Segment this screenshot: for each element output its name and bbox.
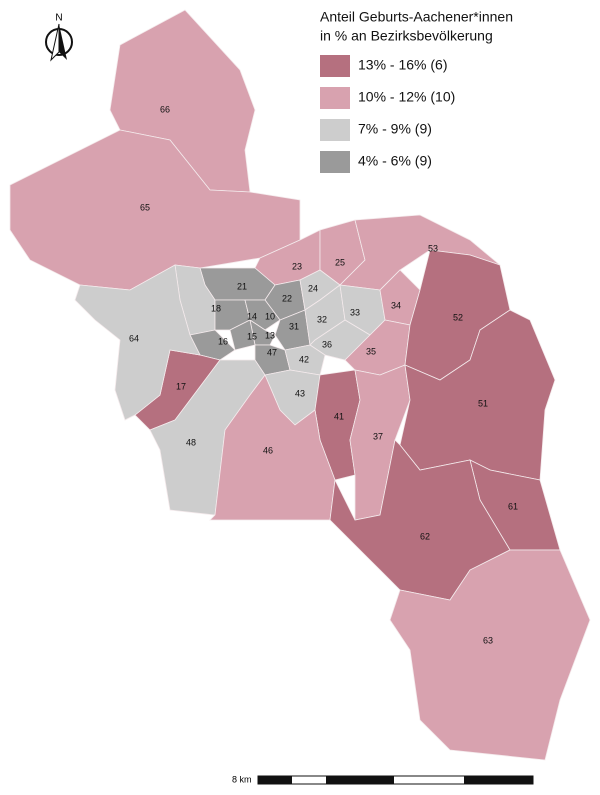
district-label: 16 (218, 336, 228, 346)
district-label: 61 (508, 501, 518, 511)
district-label: 46 (263, 445, 273, 455)
scale-segment (464, 776, 533, 784)
district-label: 47 (267, 347, 277, 357)
district-label: 66 (160, 104, 170, 114)
north-label: N (55, 13, 62, 24)
legend-title-line: Anteil Geburts-Aachener*innen (320, 9, 513, 25)
district-label: 18 (211, 303, 221, 313)
district-label: 37 (373, 431, 383, 441)
district-label: 52 (453, 312, 463, 322)
legend-title-line: in % an Bezirksbevölkerung (320, 28, 493, 44)
district-label: 34 (391, 300, 401, 310)
district-label: 32 (317, 314, 327, 324)
legend-label: 13% - 16% (6) (358, 57, 447, 73)
district-label: 23 (292, 261, 302, 271)
district-label: 24 (308, 283, 318, 293)
legend-label: 10% - 12% (10) (358, 89, 455, 105)
district-label: 22 (282, 293, 292, 303)
district-label: 13 (265, 330, 275, 340)
district-label: 17 (176, 381, 186, 391)
district-label: 42 (299, 354, 309, 364)
district-label: 21 (237, 281, 247, 291)
district-label: 48 (186, 437, 196, 447)
scale-segment (326, 776, 394, 784)
district-label: 25 (335, 257, 345, 267)
legend-label: 7% - 9% (9) (358, 121, 432, 137)
district-label: 14 (247, 311, 257, 321)
district-label: 62 (420, 531, 430, 541)
legend-label: 4% - 6% (9) (358, 153, 432, 169)
district (74, 264, 201, 421)
district-label: 15 (247, 331, 257, 341)
scale-segment (258, 776, 292, 784)
district-label: 33 (350, 307, 360, 317)
district (284, 344, 326, 376)
district-label: 36 (322, 339, 332, 349)
scale-bar: 8 km (232, 774, 534, 785)
legend: Anteil Geburts-Aachener*innen in % an Be… (320, 9, 513, 173)
north-arrow: N (45, 13, 73, 62)
district-label: 63 (483, 635, 493, 645)
district-layer (9, 9, 591, 761)
district-label: 53 (428, 243, 438, 253)
legend-swatch (320, 151, 350, 173)
district-label: 35 (366, 346, 376, 356)
district-labels: 66 65 23 25 53 21 22 24 18 14 10 31 32 33 13 15 16 47 36 42… (129, 104, 518, 645)
district-label: 41 (334, 411, 344, 421)
scale-label: 8 km (232, 774, 252, 784)
district-label: 64 (129, 333, 139, 343)
legend-swatch (320, 87, 350, 109)
district-label: 65 (140, 202, 150, 212)
district-label: 10 (265, 311, 275, 321)
district-label: 31 (289, 321, 299, 331)
legend-swatch (320, 55, 350, 77)
north-arrow-right (59, 24, 67, 60)
district (209, 374, 336, 521)
district (389, 549, 591, 761)
district-label: 43 (295, 388, 305, 398)
legend-swatch (320, 119, 350, 141)
district-label: 51 (478, 398, 488, 408)
